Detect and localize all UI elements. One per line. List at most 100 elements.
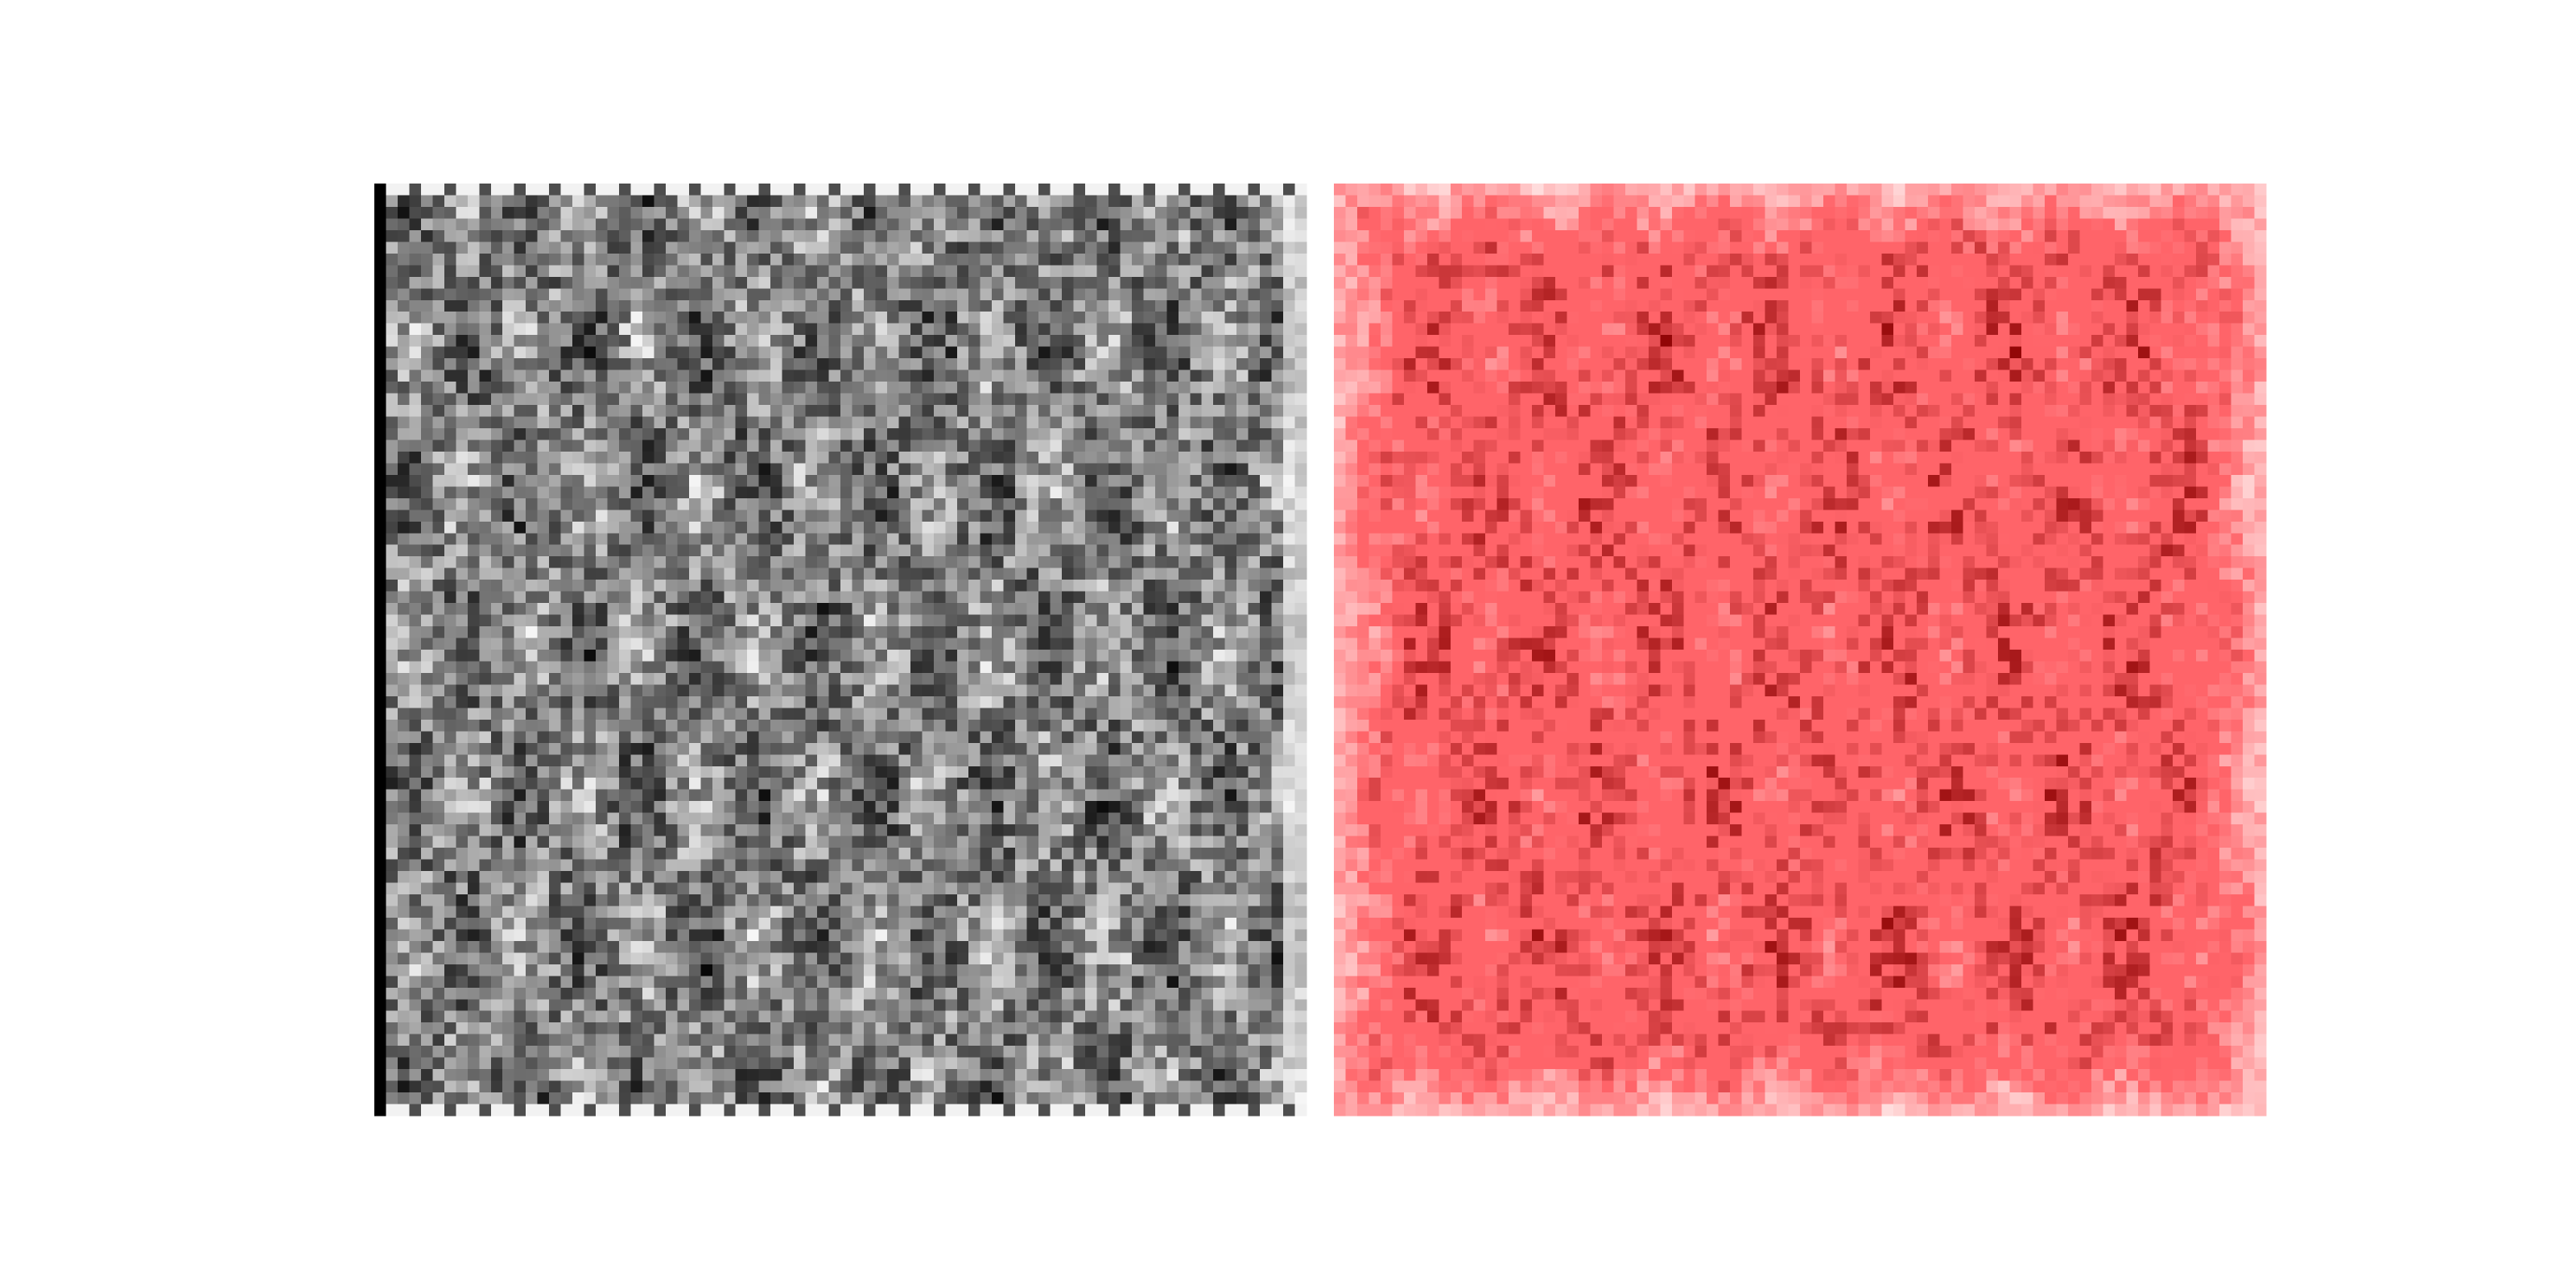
pixel: [1096, 229, 1109, 242]
pixel: [1096, 369, 1109, 382]
pixel: [898, 299, 911, 312]
pixel: [409, 778, 422, 791]
pixel: [875, 672, 888, 686]
pixel: [770, 789, 783, 802]
pixel: [840, 253, 853, 266]
pixel: [700, 754, 713, 767]
pixel: [1143, 416, 1156, 429]
pixel: [420, 405, 433, 418]
pixel: [805, 742, 818, 755]
pixel: [747, 812, 760, 825]
pixel: [817, 812, 830, 825]
pixel: [572, 638, 585, 650]
pixel: [1131, 382, 1144, 394]
pixel: [432, 882, 445, 895]
pixel: [456, 812, 469, 825]
pixel: [1213, 474, 1226, 487]
pixel: [817, 836, 830, 848]
pixel: [968, 299, 981, 312]
pixel: [596, 229, 609, 242]
pixel: [1283, 824, 1296, 837]
pixel: [386, 358, 398, 371]
pixel: [956, 184, 969, 196]
pixel: [1178, 650, 1191, 663]
pixel: [479, 766, 492, 778]
pixel: [560, 312, 573, 324]
pixel: [456, 696, 469, 708]
pixel: [945, 754, 958, 767]
pixel: [724, 497, 737, 510]
pixel: [747, 859, 760, 872]
pixel: [817, 288, 830, 301]
pixel: [840, 358, 853, 371]
pixel: [1026, 497, 1039, 510]
pixel: [1294, 603, 1307, 616]
pixel: [479, 229, 492, 242]
pixel: [805, 229, 818, 242]
pixel: [607, 346, 620, 359]
pixel: [549, 276, 562, 289]
pixel: [596, 544, 609, 557]
pixel: [1003, 427, 1016, 441]
pixel: [572, 906, 585, 919]
pixel: [549, 696, 562, 708]
pixel: [596, 661, 609, 674]
pixel: [1108, 789, 1121, 802]
pixel: [688, 708, 701, 720]
pixel: [677, 299, 690, 312]
pixel: [817, 859, 830, 872]
pixel: [1236, 859, 1249, 872]
pixel: [1224, 253, 1237, 266]
pixel: [374, 474, 387, 487]
pixel: [1178, 369, 1191, 382]
pixel: [1131, 882, 1144, 895]
pixel: [514, 242, 526, 254]
pixel: [397, 382, 411, 394]
pixel: [502, 265, 515, 278]
pixel: [654, 568, 667, 580]
pixel: [1248, 440, 1261, 452]
pixel: [1026, 206, 1039, 220]
pixel: [968, 346, 981, 359]
pixel: [1201, 871, 1214, 884]
pixel: [968, 626, 981, 639]
pixel: [654, 463, 667, 476]
pixel: [1026, 405, 1039, 418]
pixel: [1271, 789, 1284, 802]
pixel: [1015, 789, 1028, 802]
pixel: [817, 789, 830, 802]
pixel: [490, 497, 503, 510]
pixel: [677, 591, 690, 604]
pixel: [397, 696, 411, 708]
pixel: [1108, 614, 1121, 627]
pixel: [630, 556, 643, 569]
pixel: [596, 288, 609, 301]
pixel: [514, 754, 526, 767]
pixel: [386, 556, 398, 569]
pixel: [1213, 533, 1226, 546]
pixel: [968, 242, 981, 254]
pixel: [409, 754, 422, 767]
pixel: [1003, 859, 1016, 872]
pixel: [794, 195, 807, 208]
pixel: [828, 369, 841, 382]
pixel: [700, 789, 713, 802]
pixel: [770, 812, 783, 825]
pixel: [1003, 731, 1016, 744]
pixel: [1260, 650, 1273, 663]
pixel: [1178, 358, 1191, 371]
pixel: [840, 463, 853, 476]
pixel: [863, 299, 877, 312]
pixel: [956, 486, 969, 499]
pixel: [374, 427, 387, 441]
pixel: [584, 906, 597, 919]
pixel: [933, 533, 946, 546]
pixel: [665, 731, 678, 744]
pixel: [1248, 719, 1261, 732]
pixel: [1201, 288, 1214, 301]
pixel: [642, 451, 654, 464]
pixel: [665, 393, 678, 406]
pixel: [700, 556, 713, 569]
pixel: [1283, 801, 1296, 814]
pixel: [805, 859, 818, 872]
